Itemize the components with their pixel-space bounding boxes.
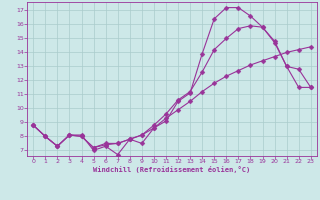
- X-axis label: Windchill (Refroidissement éolien,°C): Windchill (Refroidissement éolien,°C): [93, 166, 251, 173]
